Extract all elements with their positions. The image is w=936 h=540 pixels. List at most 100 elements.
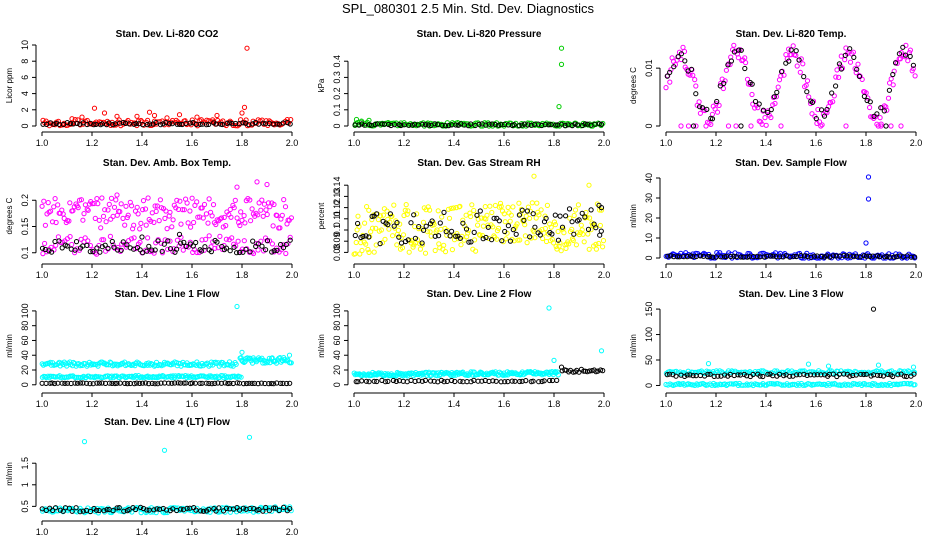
data-point (897, 253, 903, 259)
data-point (259, 197, 265, 203)
data-point (749, 91, 755, 98)
data-point (163, 509, 169, 516)
data-point (241, 238, 247, 244)
x-tick-label: 1.2 (86, 270, 99, 280)
y-axis-label: Licor ppm (5, 68, 14, 103)
data-point (357, 251, 363, 257)
data-point (155, 381, 161, 387)
data-point (449, 228, 455, 234)
data-point (580, 231, 586, 237)
data-point (154, 506, 160, 512)
data-point (134, 113, 140, 119)
panel-title: Stan. Dev. Line 4 (LT) Flow (104, 417, 230, 428)
data-point (818, 372, 824, 378)
data-point (270, 223, 276, 229)
data-point (578, 222, 584, 228)
data-point (815, 106, 821, 113)
y-tick-label: 60 (332, 335, 342, 345)
data-point (247, 197, 253, 203)
y-tick-label: 150 (644, 302, 654, 317)
data-point (143, 380, 149, 386)
data-point (814, 120, 820, 127)
data-point (131, 121, 137, 127)
data-point (733, 123, 739, 129)
data-point (551, 240, 557, 246)
data-point (134, 380, 140, 386)
data-point (223, 505, 229, 511)
data-point (206, 506, 212, 512)
data-point (373, 225, 379, 231)
data-point (690, 72, 696, 78)
data-point (190, 243, 196, 249)
data-point (775, 84, 781, 90)
data-point (219, 121, 225, 128)
data-point (386, 121, 392, 128)
data-point (825, 363, 832, 369)
data-point (507, 218, 513, 224)
data-point (457, 378, 463, 384)
data-point (467, 210, 473, 216)
y-tick-label: 0.1 (20, 246, 30, 259)
data-point (356, 122, 362, 128)
data-point (408, 220, 414, 226)
data-point (59, 380, 65, 386)
data-point (673, 373, 679, 379)
data-point (477, 208, 483, 214)
data-point (492, 122, 498, 128)
data-point (193, 507, 199, 513)
data-point (159, 248, 165, 254)
data-point (535, 209, 541, 215)
data-point (387, 211, 393, 217)
data-point (241, 381, 247, 387)
data-point (174, 121, 180, 127)
data-point (64, 380, 71, 386)
data-point (195, 214, 201, 220)
data-point (558, 248, 564, 254)
data-point (243, 246, 249, 252)
data-point (877, 115, 883, 121)
data-point (523, 378, 529, 384)
panel-title: Stan. Dev. Sample Flow (735, 158, 847, 169)
data-point (898, 123, 904, 129)
data-point (153, 208, 159, 214)
data-point (585, 231, 591, 237)
data-point (369, 225, 376, 231)
data-point (425, 122, 431, 128)
data-point (157, 197, 163, 203)
data-point (441, 379, 447, 385)
data-point (427, 207, 433, 213)
data-point (690, 373, 696, 379)
data-point (731, 42, 737, 48)
data-point (41, 198, 47, 204)
data-point (810, 98, 817, 104)
data-point (250, 238, 256, 244)
data-point (547, 377, 553, 384)
data-point (372, 121, 378, 128)
x-tick-label: 1.8 (236, 527, 249, 537)
data-point (800, 61, 806, 67)
data-point (738, 123, 744, 129)
x-tick-label: 1.6 (186, 138, 199, 148)
data-point (880, 373, 887, 379)
data-point (203, 211, 209, 217)
data-point (240, 505, 247, 511)
y-tick-label: 30 (644, 193, 654, 203)
data-point (553, 122, 559, 128)
y-tick-label: 0 (332, 382, 342, 387)
data-point (900, 44, 906, 50)
data-point (42, 240, 48, 247)
data-point (517, 378, 523, 385)
data-point (266, 505, 272, 511)
data-point (135, 211, 141, 217)
data-point (595, 368, 601, 374)
data-point (224, 120, 230, 127)
data-point (379, 121, 385, 127)
data-point (227, 248, 233, 254)
data-point (801, 74, 807, 80)
data-point (59, 245, 65, 251)
data-point (207, 362, 213, 368)
data-point (422, 122, 429, 128)
x-tick-label: 2.0 (910, 399, 923, 409)
data-point (203, 380, 209, 386)
data-point (847, 253, 853, 259)
